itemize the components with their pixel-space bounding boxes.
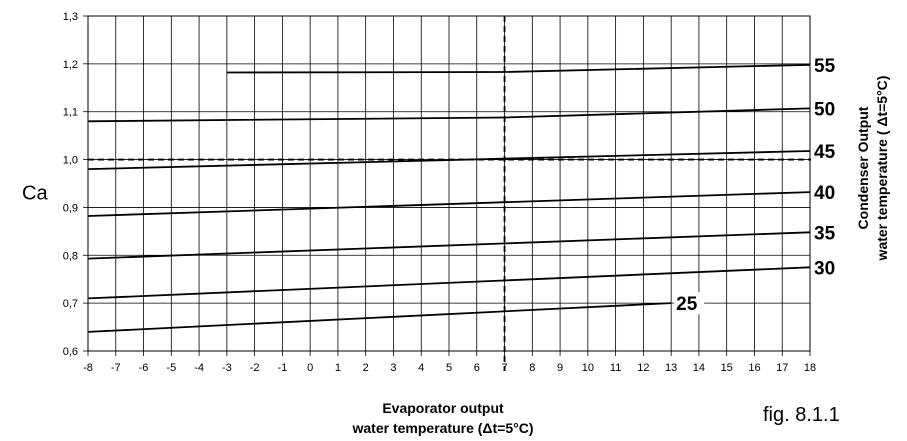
curve-label-40: 40: [814, 183, 835, 204]
x-tick-label-26: 18: [804, 362, 816, 374]
curve-label-bg-25: [674, 292, 705, 315]
x-tick-label-20: 12: [637, 362, 649, 374]
curve-label-bg-45: [811, 139, 851, 162]
curve-label-bg-55: [811, 53, 851, 76]
x-tick-label-3: -5: [166, 362, 176, 374]
x-axis-label-line1: Evaporator output: [382, 400, 504, 416]
y-tick-label-7: 1,3: [63, 11, 78, 23]
x-tick-label-7: -1: [277, 362, 287, 374]
x-tick-label-22: 14: [693, 362, 705, 374]
x-tick-label-13: 5: [446, 362, 452, 374]
series-lines: [87, 63, 811, 333]
x-tick-label-16: 8: [529, 362, 535, 374]
x-tick-label-21: 13: [665, 362, 677, 374]
curve-label-30: 30: [814, 258, 835, 279]
series-line-30: [87, 266, 811, 300]
curve-label-55: 55: [814, 56, 836, 77]
x-tick-label-0: -8: [83, 362, 93, 374]
x-tick-label-4: -4: [194, 362, 204, 374]
y-tick-label-2: 0,8: [63, 250, 78, 262]
series-line-25: [87, 302, 672, 333]
series-line-40: [87, 191, 811, 217]
right-axis-label-line1: Condenser Output: [855, 106, 871, 229]
figure-caption: fig. 8.1.1: [763, 404, 840, 426]
y-tick-label-0: 0,6: [63, 346, 78, 358]
x-tick-label-18: 10: [582, 362, 594, 374]
curve-label-bg-40: [811, 181, 851, 204]
x-tick-label-11: 3: [390, 362, 396, 374]
x-tick-labels: -8 -7 -6 -5 -4 -3 -2 -1 0 1 2 3 4 5 6 7 8 9 10 11 12 13 14 15 16…: [83, 362, 816, 374]
x-tick-label-19: 11: [610, 362, 621, 374]
y-tick-label-5: 1,1: [63, 107, 78, 119]
curve-label-bg-50: [811, 97, 851, 120]
plot-frame: [87, 15, 811, 352]
curve-labels: 25 30 35 40 45 50 55: [674, 53, 851, 315]
x-tick-label-24: 16: [748, 362, 760, 374]
x-tick-label-25: 17: [776, 362, 788, 374]
x-tick-label-15: 7: [501, 362, 507, 374]
x-tick-label-23: 15: [721, 362, 733, 374]
curve-label-50: 50: [814, 99, 835, 120]
x-tick-label-2: -6: [139, 362, 149, 374]
reference-lines: [88, 16, 846, 371]
y-tick-labels: 0,6 0,7 0,8 0,9 1,0 1,1 1,2 1,3: [63, 11, 78, 358]
y-axis-label: Ca: [22, 182, 48, 204]
series-line-50: [87, 107, 811, 123]
x-tick-label-10: 2: [363, 362, 369, 374]
x-tick-label-9: 1: [335, 362, 341, 374]
curve-label-35: 35: [814, 223, 836, 244]
x-tick-label-8: 0: [307, 362, 313, 374]
series-line-55: [226, 63, 811, 74]
y-tick-label-1: 0,7: [63, 298, 78, 310]
x-tick-label-17: 9: [557, 362, 563, 374]
curve-label-bg-35: [811, 221, 851, 244]
y-tick-label-3: 0,9: [63, 202, 78, 214]
y-tick-label-4: 1,0: [63, 155, 78, 167]
series-line-35: [87, 231, 811, 260]
x-tick-label-14: 6: [474, 362, 480, 374]
curve-label-25: 25: [676, 294, 698, 315]
x-tick-label-12: 4: [418, 362, 424, 374]
curve-label-45: 45: [814, 142, 836, 163]
series-line-45: [87, 150, 811, 170]
y-tick-label-6: 1,2: [63, 59, 78, 71]
x-tick-label-1: -7: [111, 362, 121, 374]
x-tick-label-6: -2: [250, 362, 260, 374]
x-tick-label-5: -3: [222, 362, 232, 374]
right-axis-label-line2: water temperature ( Δt=5°C): [874, 76, 890, 262]
x-axis-label-line2: water temperature (Δt=5°C): [352, 420, 534, 436]
curve-label-bg-30: [811, 256, 851, 279]
